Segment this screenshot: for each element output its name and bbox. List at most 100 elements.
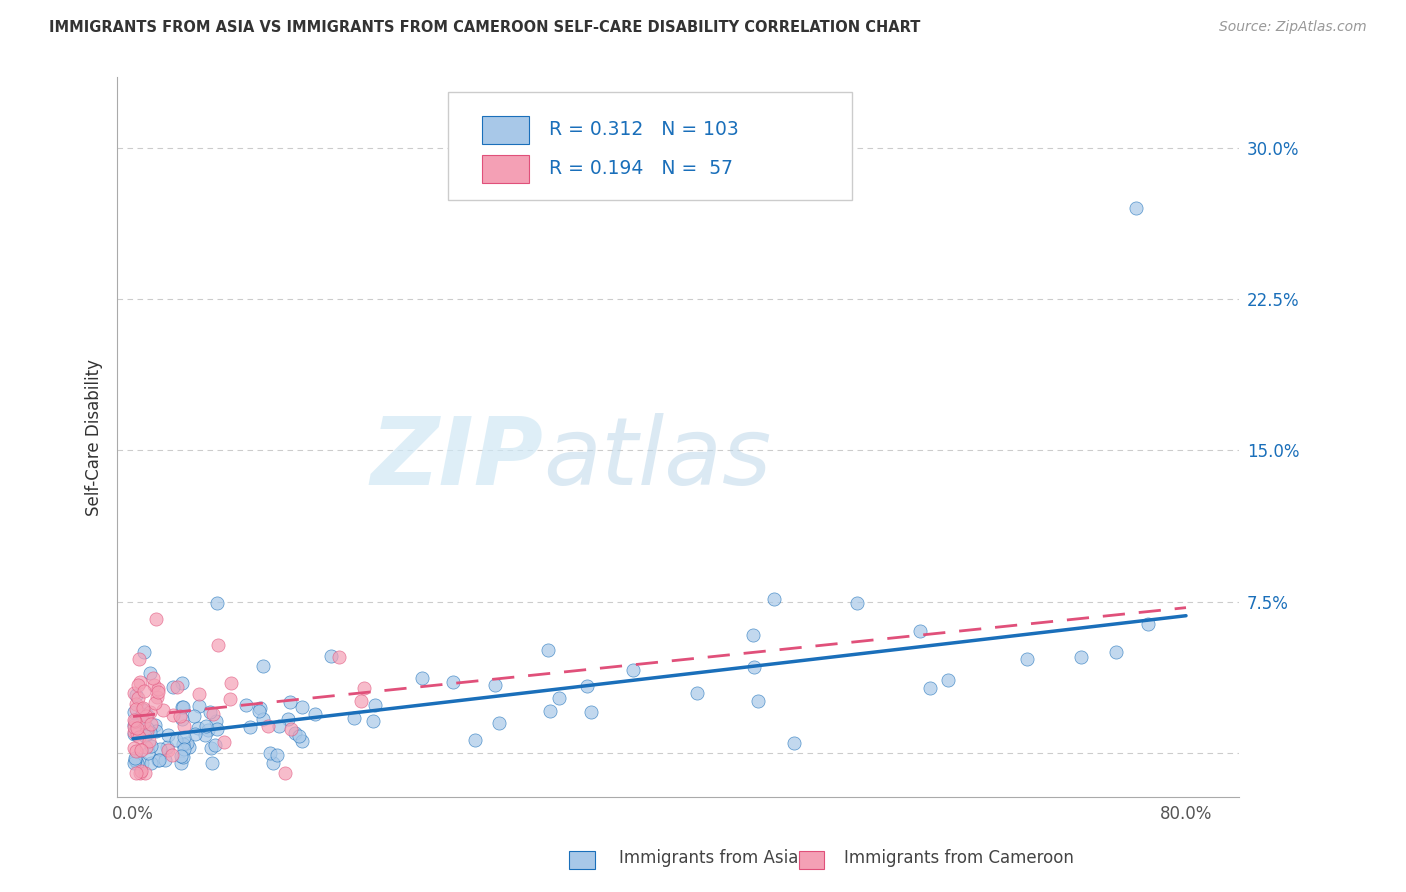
Point — [747, 694, 769, 708]
Point — [132, 701, 155, 715]
Point — [160, 748, 183, 763]
Point — [136, 723, 159, 738]
Point — [783, 736, 806, 750]
Point — [277, 712, 299, 726]
Point — [172, 676, 194, 690]
Point — [194, 719, 217, 733]
Point — [139, 666, 162, 681]
Point — [361, 714, 384, 729]
Point — [575, 679, 598, 693]
Point — [145, 612, 167, 626]
Point — [200, 740, 222, 755]
Point — [176, 736, 198, 750]
Point — [136, 721, 159, 735]
Point — [172, 699, 194, 714]
Point — [145, 723, 167, 738]
Text: Immigrants from Cameroon: Immigrants from Cameroon — [844, 849, 1073, 867]
Point — [129, 764, 152, 778]
Point — [538, 704, 561, 718]
Point — [127, 721, 149, 735]
Point — [138, 725, 160, 739]
Point — [194, 728, 217, 742]
Point — [288, 729, 311, 743]
Point — [763, 591, 786, 606]
Point — [124, 713, 146, 727]
Point — [152, 703, 174, 717]
Y-axis label: Self-Care Disability: Self-Care Disability — [86, 359, 103, 516]
Point — [353, 681, 375, 695]
Point — [125, 744, 148, 758]
Point — [131, 703, 153, 717]
Point — [173, 742, 195, 756]
Point — [278, 695, 301, 709]
Point — [166, 680, 188, 694]
Point — [124, 753, 146, 767]
Point — [124, 705, 146, 719]
Point — [129, 766, 152, 780]
Point — [156, 740, 179, 755]
Point — [202, 707, 225, 722]
Point — [207, 638, 229, 652]
Point — [744, 659, 766, 673]
Point — [138, 733, 160, 747]
Point — [235, 698, 257, 713]
Point — [183, 709, 205, 723]
Point — [252, 713, 274, 727]
Point — [252, 659, 274, 673]
Point — [205, 596, 228, 610]
Point — [269, 719, 291, 733]
Point — [131, 756, 153, 770]
Point — [247, 704, 270, 718]
Point — [686, 686, 709, 700]
Point — [936, 673, 959, 687]
Point — [214, 735, 236, 749]
Point — [127, 690, 149, 705]
Point — [125, 766, 148, 780]
Point — [1105, 645, 1128, 659]
Point — [172, 699, 194, 714]
Point — [125, 689, 148, 703]
Point — [184, 727, 207, 741]
Point — [197, 723, 219, 737]
Point — [132, 684, 155, 698]
Point — [124, 697, 146, 711]
Point — [149, 742, 172, 756]
Point — [135, 708, 157, 723]
Point — [284, 725, 307, 739]
Text: R = 0.312   N = 103: R = 0.312 N = 103 — [548, 120, 738, 139]
Point — [146, 685, 169, 699]
Point — [221, 675, 243, 690]
Point — [249, 700, 271, 714]
Point — [579, 705, 602, 719]
Point — [304, 706, 326, 721]
Point — [124, 724, 146, 739]
Text: Source: ZipAtlas.com: Source: ZipAtlas.com — [1219, 20, 1367, 34]
Point — [132, 645, 155, 659]
FancyBboxPatch shape — [482, 116, 529, 144]
Point — [1125, 202, 1147, 216]
Point — [131, 706, 153, 721]
Text: R = 0.194   N =  57: R = 0.194 N = 57 — [548, 160, 733, 178]
Point — [170, 712, 193, 726]
Point — [134, 766, 156, 780]
Point — [205, 723, 228, 737]
Text: ZIP: ZIP — [370, 413, 543, 505]
Point — [201, 756, 224, 770]
Point — [134, 714, 156, 729]
Point — [364, 698, 387, 713]
Point — [204, 739, 226, 753]
Point — [170, 756, 193, 770]
Point — [172, 750, 194, 764]
Point — [170, 749, 193, 764]
Point — [124, 721, 146, 735]
Point — [319, 648, 342, 663]
Point — [257, 719, 280, 733]
Point — [162, 680, 184, 694]
Point — [156, 742, 179, 756]
Point — [129, 675, 152, 690]
Point — [156, 727, 179, 741]
Point — [128, 652, 150, 666]
Point — [920, 681, 942, 695]
Point — [142, 678, 165, 692]
Point — [125, 727, 148, 741]
